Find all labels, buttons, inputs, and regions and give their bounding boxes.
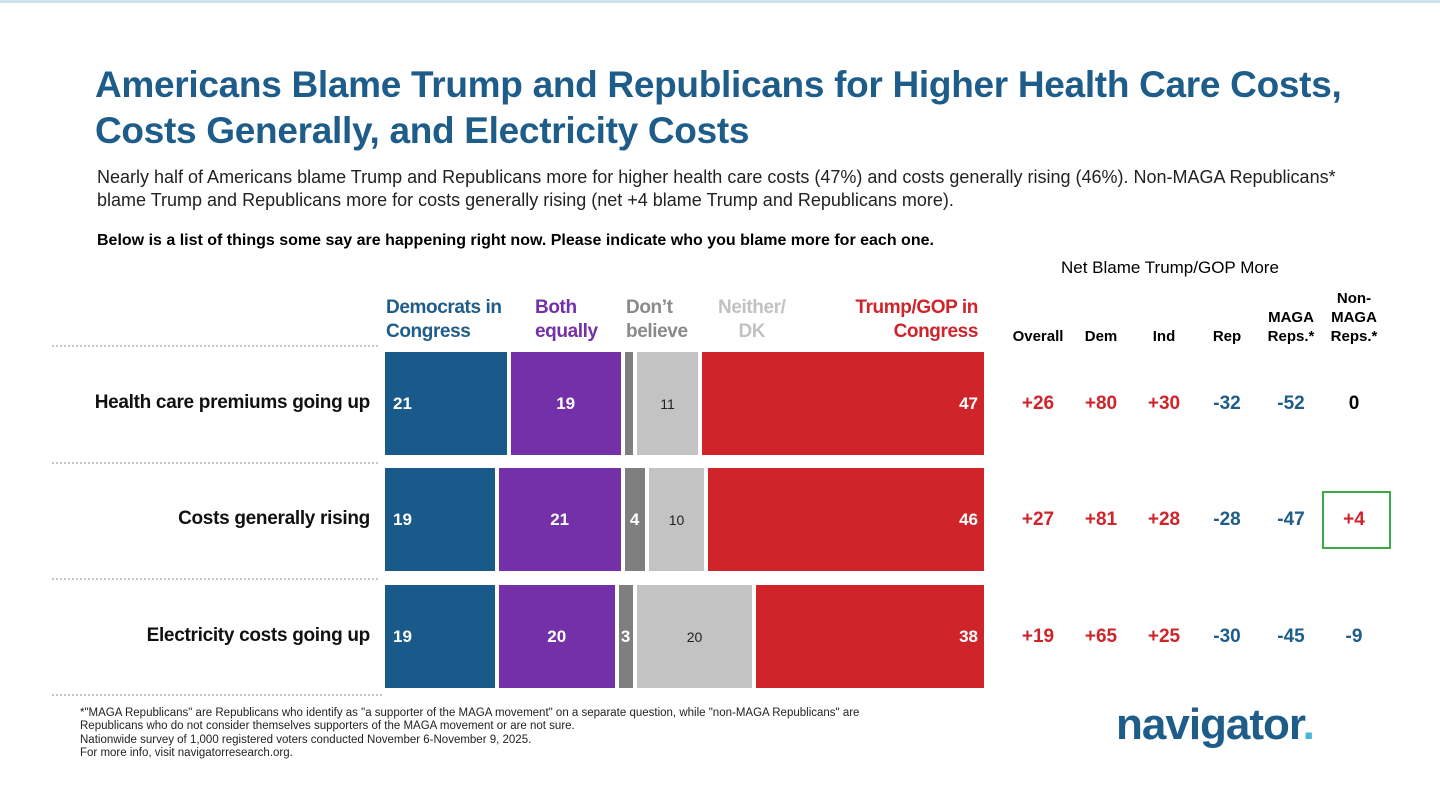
footnote-line: For more info, visit navigatorresearch.o… bbox=[80, 746, 293, 759]
bar-segment bbox=[618, 585, 633, 688]
net-col-label: Ind bbox=[1152, 328, 1176, 345]
data-label: 3 bbox=[620, 626, 631, 646]
logo-text: navigator bbox=[1116, 700, 1304, 749]
row-label: Electricity costs going up bbox=[146, 624, 371, 646]
data-label: 19 bbox=[393, 626, 412, 646]
net-value: 0 bbox=[1348, 392, 1360, 414]
bar-segment bbox=[708, 468, 984, 571]
net-col-overall: Overall bbox=[998, 327, 1078, 346]
legend-don-t-believe: Don’t believe bbox=[626, 296, 688, 344]
legend-trump-gop-in-congress: Trump/GOP in Congress bbox=[800, 296, 978, 344]
legend-text: Congress bbox=[893, 321, 979, 342]
bar-segment bbox=[648, 468, 705, 571]
net-value: -52 bbox=[1277, 392, 1305, 414]
legend-text: Congress bbox=[386, 321, 471, 342]
bar-segment bbox=[702, 352, 984, 455]
net-value: +28 bbox=[1147, 508, 1181, 530]
data-label: 11 bbox=[660, 395, 675, 412]
bar-segment bbox=[756, 585, 984, 688]
data-label: 20 bbox=[686, 628, 703, 645]
bar-segment bbox=[498, 585, 615, 688]
net-col-label: Overall bbox=[1012, 328, 1064, 345]
net-value: +80 bbox=[1084, 392, 1118, 414]
legend-text: Democrats in bbox=[386, 297, 502, 318]
row-label: Costs generally rising bbox=[178, 507, 370, 529]
footnote-line: Nationwide survey of 1,000 registered vo… bbox=[80, 733, 532, 746]
data-label: 46 bbox=[959, 509, 978, 529]
top-rule bbox=[0, 0, 1440, 3]
net-col-rep: Rep bbox=[1187, 327, 1267, 346]
net-value: -32 bbox=[1213, 392, 1241, 414]
data-label: 19 bbox=[393, 509, 412, 529]
data-label: 47 bbox=[959, 393, 978, 413]
legend-text: believe bbox=[626, 321, 688, 342]
bar-segment bbox=[636, 352, 699, 455]
net-col-dem: Dem bbox=[1061, 327, 1141, 346]
data-label: 4 bbox=[629, 509, 640, 529]
net-col-label: MAGA bbox=[1331, 309, 1377, 326]
legend-text: equally bbox=[535, 321, 598, 342]
data-label: 38 bbox=[959, 626, 978, 646]
net-value: +4 bbox=[1343, 508, 1365, 530]
bar-segment bbox=[385, 352, 507, 455]
logo-dot: . bbox=[1302, 700, 1315, 749]
page-title: Americans Blame Trump and Republicans fo… bbox=[95, 64, 1342, 151]
legend-democrats-in-congress: Democrats in Congress bbox=[386, 296, 502, 344]
legend-text: Neither/ bbox=[718, 297, 786, 318]
navigator-logo: navigator. bbox=[1116, 700, 1315, 750]
legend-text: Both bbox=[535, 297, 577, 318]
bar-segment bbox=[385, 585, 495, 688]
net-col-ind: Ind bbox=[1124, 327, 1204, 346]
bar-segment bbox=[624, 352, 633, 455]
net-col-maga: MAGA Reps.* bbox=[1251, 308, 1331, 346]
row-separator bbox=[52, 578, 382, 580]
net-blame-header: Net Blame Trump/GOP More bbox=[1061, 258, 1279, 277]
net-value: -28 bbox=[1213, 508, 1241, 530]
bar-segment bbox=[624, 468, 645, 571]
row-separator bbox=[52, 694, 382, 696]
row-separator bbox=[52, 462, 382, 464]
legend-text: Trump/GOP in bbox=[855, 297, 978, 318]
net-col-label: Rep bbox=[1212, 328, 1242, 345]
row-label: Health care premiums going up bbox=[94, 391, 371, 413]
data-label: 21 bbox=[393, 393, 412, 413]
legend-neither-dk: Neither/DK bbox=[718, 296, 786, 344]
net-col-label: Dem bbox=[1084, 328, 1118, 345]
net-value: +26 bbox=[1021, 392, 1055, 414]
net-value: -47 bbox=[1277, 508, 1305, 530]
net-value: +30 bbox=[1147, 392, 1181, 414]
net-value: -30 bbox=[1213, 625, 1241, 647]
data-label: 21 bbox=[550, 509, 570, 529]
data-label: 19 bbox=[556, 393, 576, 413]
net-value: +27 bbox=[1021, 508, 1055, 530]
net-col-label: Non- bbox=[1336, 290, 1372, 307]
net-value: -45 bbox=[1277, 625, 1305, 647]
net-value: +65 bbox=[1084, 625, 1118, 647]
legend-both-equally: Both equally bbox=[535, 296, 598, 344]
net-col-label: Reps.* bbox=[1267, 328, 1315, 345]
highlight-box bbox=[1322, 491, 1391, 549]
data-label: 20 bbox=[547, 626, 567, 646]
row-separator bbox=[52, 345, 382, 347]
survey-question: Below is a list of things some say are h… bbox=[97, 232, 934, 249]
bar-segment bbox=[510, 352, 621, 455]
net-value: +81 bbox=[1084, 508, 1118, 530]
bar-segment bbox=[498, 468, 621, 571]
net-value: +19 bbox=[1021, 625, 1055, 647]
net-value: -9 bbox=[1345, 625, 1363, 647]
data-label: 10 bbox=[668, 511, 685, 528]
footnote: *"MAGA Republicans" are Republicans who … bbox=[80, 707, 1040, 760]
net-col-label: MAGA bbox=[1268, 309, 1314, 326]
bar-segment bbox=[636, 585, 753, 688]
footnote-line: *"MAGA Republicans" are Republicans who … bbox=[80, 707, 860, 719]
net-col-nonmaga: Non- MAGA Reps.* bbox=[1314, 289, 1394, 346]
footnote-line: Republicans who do not consider themselv… bbox=[80, 720, 575, 733]
bar-segment bbox=[385, 468, 495, 571]
legend-text: DK bbox=[738, 321, 766, 342]
net-col-label: Reps.* bbox=[1330, 328, 1378, 345]
page-subtitle: Nearly half of Americans blame Trump and… bbox=[97, 167, 1336, 210]
legend-text: Don’t bbox=[626, 297, 673, 318]
net-value: +25 bbox=[1147, 625, 1181, 647]
